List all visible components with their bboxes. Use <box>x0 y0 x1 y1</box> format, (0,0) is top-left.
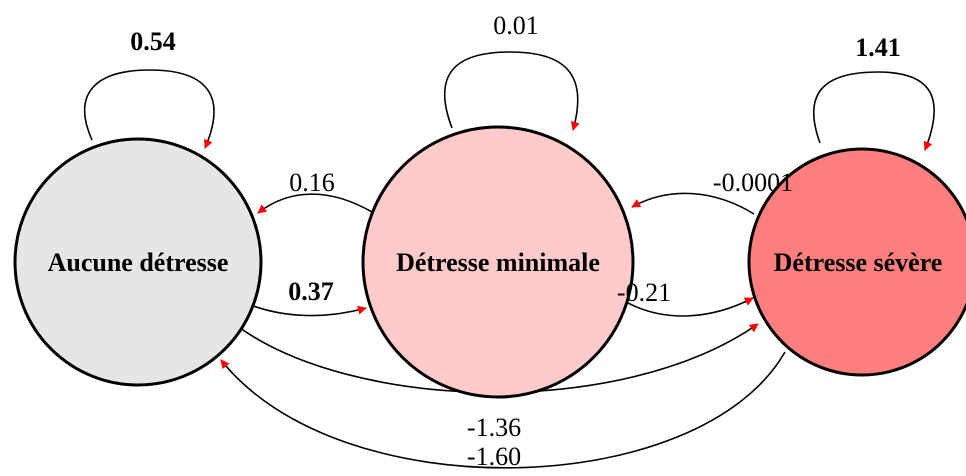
node-label: Aucune détresse <box>48 248 229 277</box>
edge-label-minimal-to-none: 0.16 <box>289 168 335 197</box>
node-detresse-severe: Détresse sévère <box>747 147 966 377</box>
edge-minimal-to-none <box>257 193 373 214</box>
node-circle <box>13 137 263 387</box>
edge-label-severe-to-none: -1.60 <box>467 442 521 471</box>
node-label: Détresse sévère <box>774 248 943 277</box>
edge-severe-to-none <box>220 351 786 469</box>
edge-label-severe-to-minimal: -0.0001 <box>713 168 793 197</box>
node-circle <box>747 147 966 377</box>
node-detresse-minimale: Détresse minimale <box>361 125 635 399</box>
edge-label-self-severe: 1.41 <box>855 33 901 62</box>
edge-label-self-minimal: 0.01 <box>493 11 539 40</box>
edge-self-severe <box>813 71 935 151</box>
edge-minimal-to-severe <box>627 297 754 317</box>
node-label: Détresse minimale <box>396 248 600 277</box>
edge-label-self-none: 0.54 <box>130 27 176 56</box>
edge-label-minimal-to-severe: -0.21 <box>617 278 671 307</box>
node-circle <box>361 125 635 399</box>
edge-severe-to-minimal <box>631 192 755 215</box>
edge-none-to-minimal <box>242 301 367 317</box>
node-aucune-detresse: Aucune détresse <box>13 137 263 387</box>
edge-label-none-to-severe: -1.36 <box>467 413 521 442</box>
edge-self-none <box>83 69 215 149</box>
edge-label-none-to-minimal: 0.37 <box>288 277 334 306</box>
edge-self-minimal <box>443 51 580 131</box>
